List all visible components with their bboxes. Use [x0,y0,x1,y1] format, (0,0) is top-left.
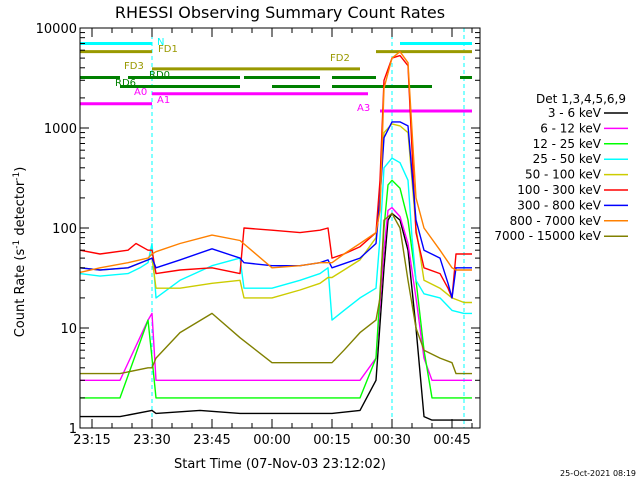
legend-label-0: 3 - 6 keV [548,106,602,120]
y-axis-label-sup1: -1 [12,240,22,249]
flag-label-7: A1 [157,95,170,106]
y-axis-label-mid: detector [13,180,28,240]
series-line-2 [80,179,472,399]
flag-label-8: A3 [357,103,370,114]
x-tick-label-0: 23:15 [73,433,110,448]
series-lines [79,51,472,421]
series-line-6 [79,121,472,299]
flag-label-3: FD3 [124,61,144,72]
legend-header: Det 1,3,4,5,6,9 [536,92,626,106]
flag-label-0: N [157,37,164,48]
legend-label-7: 800 - 7000 keV [510,214,602,228]
legend-label-3: 25 - 50 keV [533,152,602,166]
x-tick-label-3: 00:00 [253,433,290,448]
flag-label-4: RD0 [149,70,170,81]
legend-label-8: 7000 - 15000 keV [494,229,601,243]
legend-label-6: 300 - 800 keV [517,198,601,212]
legend-label-2: 12 - 25 keV [533,137,602,151]
flag-label-5: RD6 [115,78,136,89]
y-tick-label-1: 10 [60,322,77,337]
chart-title: RHESSI Observing Summary Count Rates [115,3,445,22]
x-axis-label: Start Time (07-Nov-03 23:12:02) [174,457,386,472]
series-line-5 [79,54,472,299]
x-tick-label-1: 23:30 [133,433,170,448]
y-axis-label: Count Rate (s-1 detector-1) [12,167,28,338]
x-tick-label-5: 00:30 [373,433,410,448]
y-tick-label-3: 1000 [44,122,77,137]
flag-label-6: A0 [134,87,147,98]
y-tick-label-0: 1 [69,422,77,437]
legend-label-4: 50 - 100 keV [525,168,602,182]
tick-labels: 1 10 100 1000 10000 23:15 23:30 23:45 00:00 00:15… [36,22,471,448]
x-tick-label-4: 00:15 [313,433,350,448]
series-line-8 [80,212,472,375]
series-line-0 [80,212,472,421]
flag-bars [80,41,472,113]
y-axis-label-end: ) [13,167,28,172]
x-tick-label-6: 00:45 [433,433,470,448]
series-line-7 [79,51,472,274]
y-axis-label-sup2: -1 [12,172,22,181]
legend-label-5: 100 - 300 keV [517,183,601,197]
legend-label-1: 6 - 12 keV [540,121,602,135]
axes [79,27,481,429]
x-tick-label-2: 23:45 [193,433,230,448]
flag-label-1: FD1 [158,44,178,55]
y-tick-label-2: 100 [52,222,77,237]
series-line-1 [80,206,472,381]
y-axis-label-main: Count Rate (s [13,249,28,338]
y-tick-label-4: 10000 [36,22,77,37]
flag-label-2: FD2 [330,53,350,64]
footer-timestamp: 25-Oct-2021 08:19 [560,469,636,478]
series-line-3 [79,157,472,321]
